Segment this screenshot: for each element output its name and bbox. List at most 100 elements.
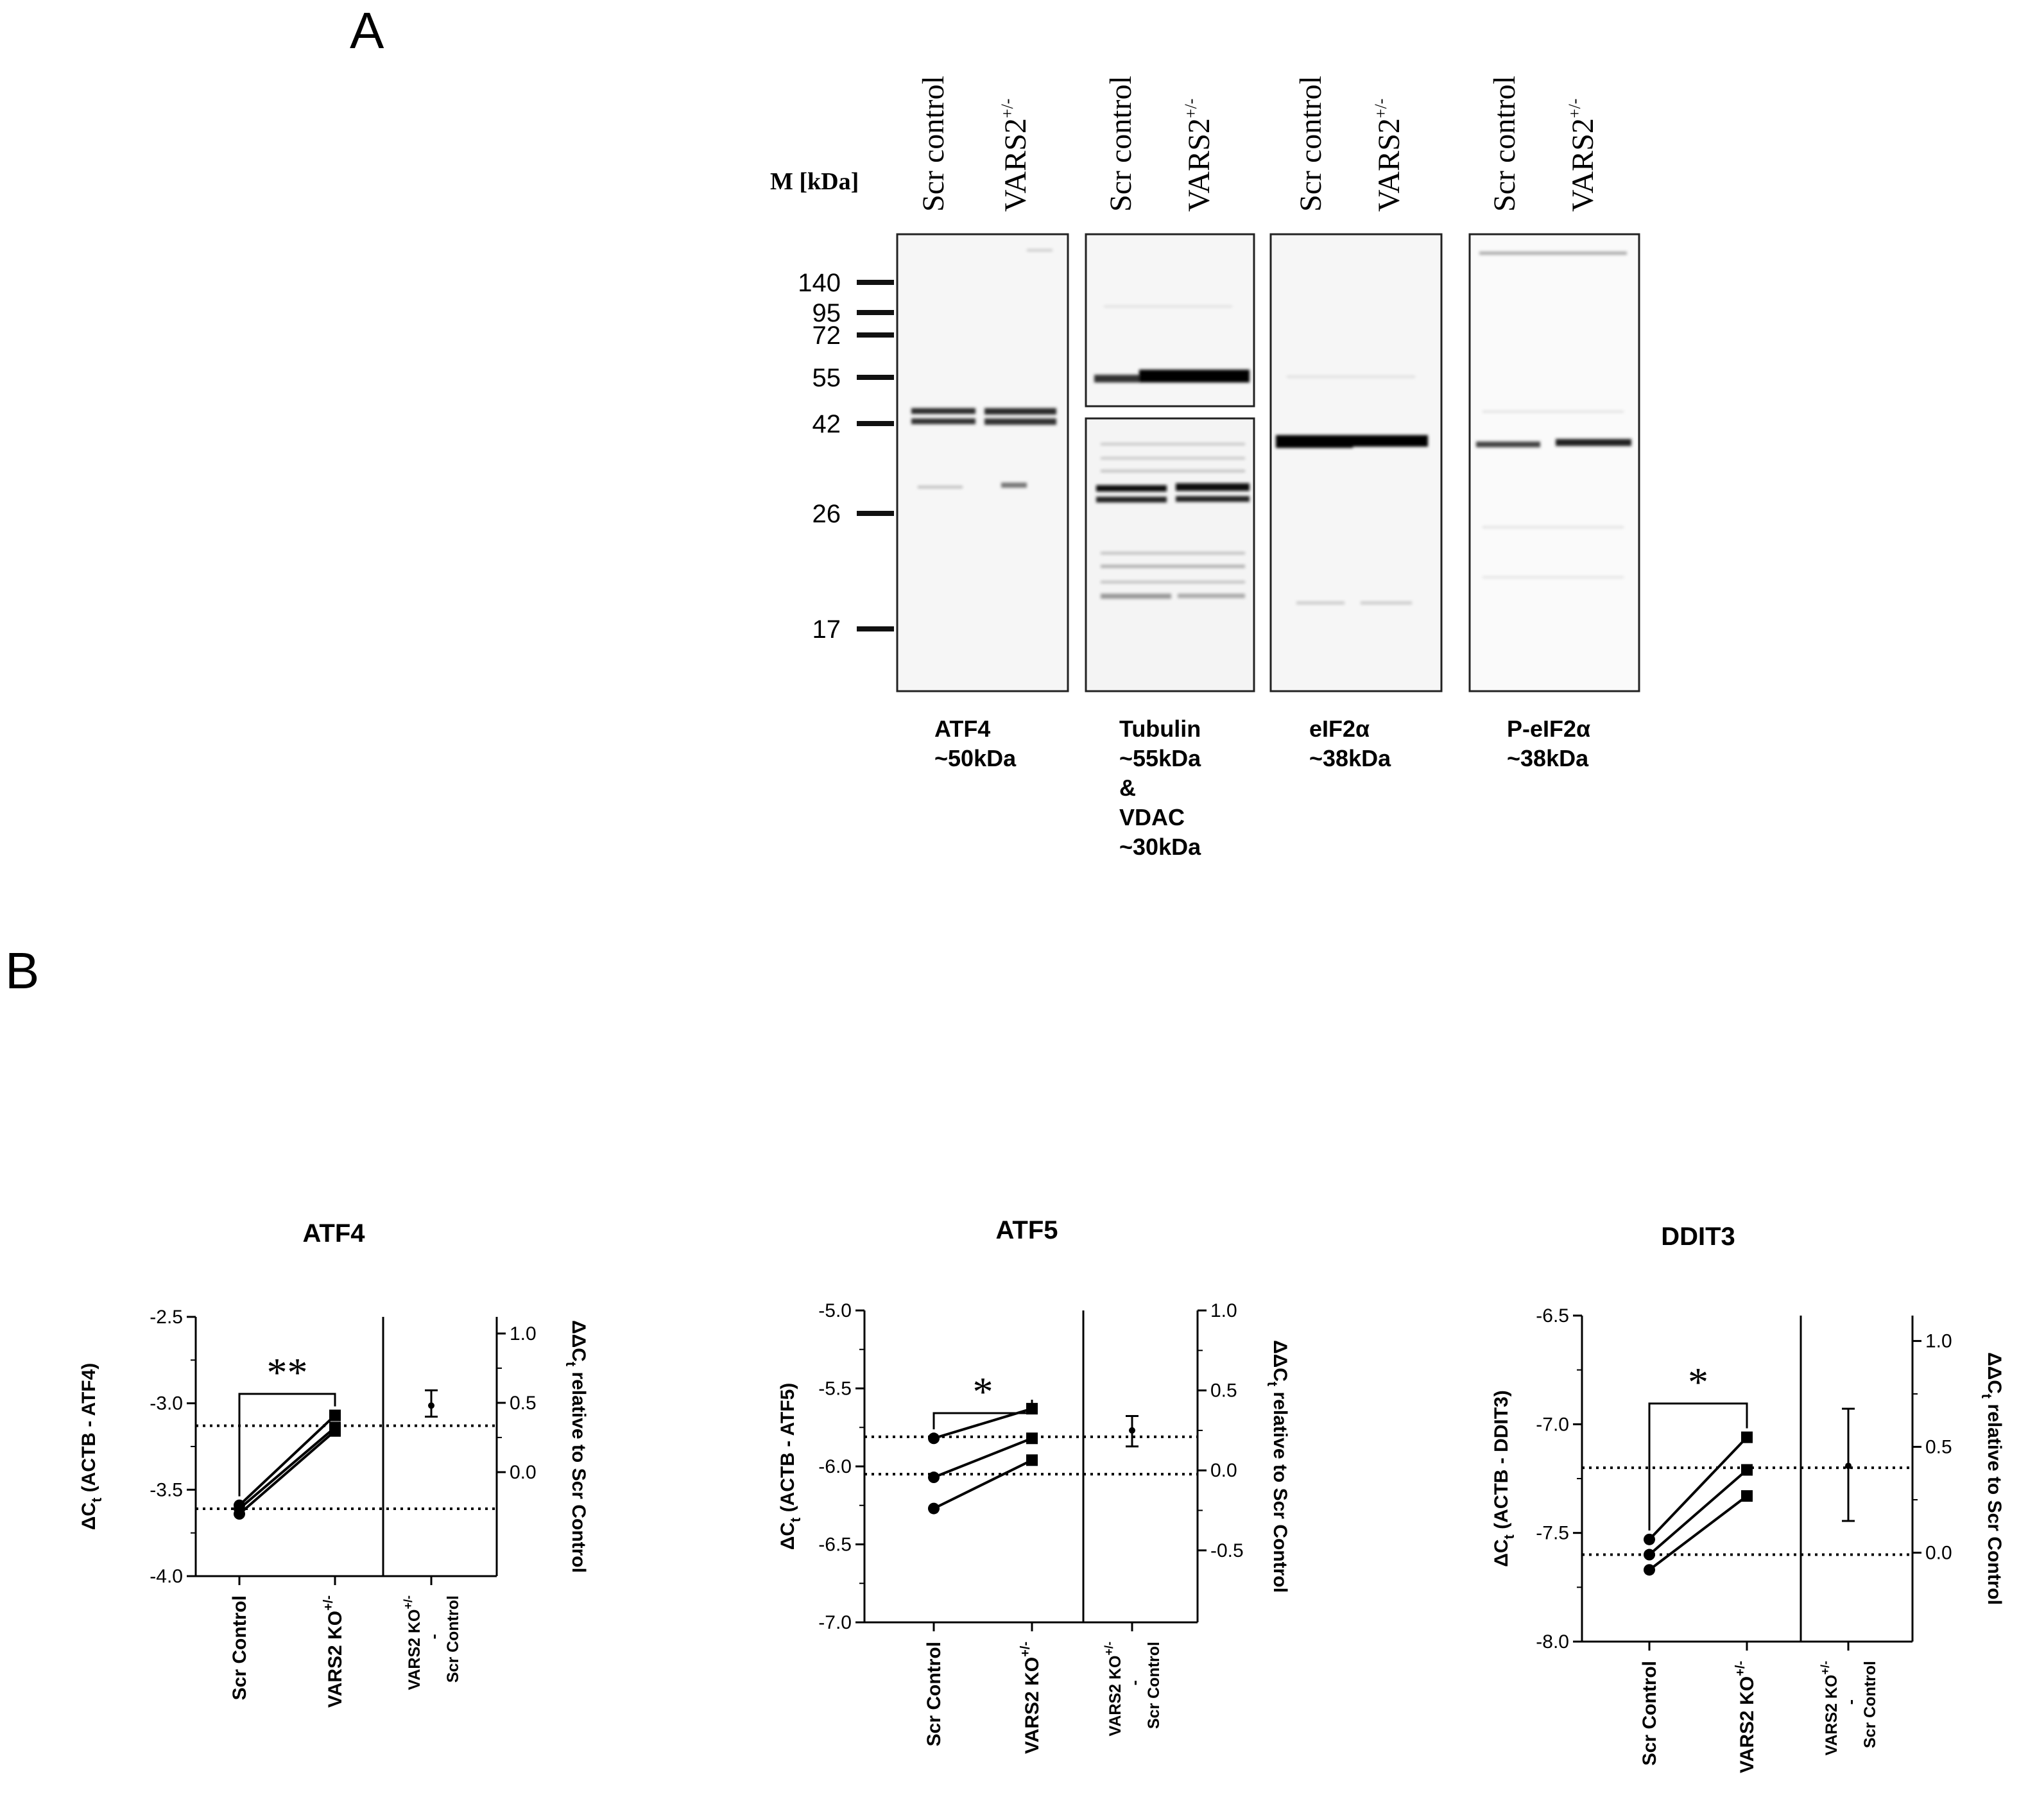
significance-bracket	[932, 1400, 1033, 1430]
point-vars2-ko	[329, 1409, 341, 1421]
svg-text:72: 72	[812, 322, 841, 350]
point-scr-control	[928, 1472, 940, 1484]
right-tick-label: 0.0	[1925, 1542, 1952, 1563]
point-scr-control	[234, 1508, 245, 1520]
significance-bracket	[1648, 1402, 1748, 1531]
category-label-scr-control: Scr Control	[229, 1595, 250, 1700]
panel-b-letter: B	[5, 942, 39, 999]
svg-text:P-eIF2α: P-eIF2α	[1507, 716, 1590, 742]
left-tick-label: -7.0	[818, 1612, 852, 1633]
pair-line	[1648, 1468, 1748, 1556]
marker-band	[857, 421, 894, 426]
category-label-vars2-ko: VARS2 KO+/-	[1018, 1642, 1043, 1754]
left-axis-label: ΔCt (ACTB - ATF5)	[777, 1383, 803, 1550]
blot-tubulin	[1085, 233, 1255, 408]
point-vars2-ko	[1741, 1431, 1753, 1443]
category-label-difference: VARS2 KO+/-- Scr Control	[1103, 1642, 1163, 1736]
marker-72: 72	[812, 322, 894, 350]
left-tick-label: -8.0	[1536, 1631, 1569, 1653]
marker-band	[857, 511, 894, 516]
left-tick-label: -7.0	[1536, 1414, 1569, 1435]
pair-line	[933, 1437, 1033, 1479]
svg-text:VDAC: VDAC	[1119, 804, 1185, 830]
lane-label: Scr control	[1104, 76, 1138, 212]
lane-label: VARS2+/-	[1371, 99, 1406, 212]
category-label-scr-control: Scr Control	[924, 1642, 945, 1746]
left-tick-label: -5.0	[818, 1300, 852, 1321]
left-tick-label: -4.0	[150, 1566, 183, 1587]
blot-label-eif2a: eIF2α ~38kDa	[1309, 716, 1391, 771]
marker-band	[857, 626, 894, 631]
pair-line	[238, 1426, 336, 1510]
lane-label: VARS2+/-	[998, 99, 1033, 212]
lane-label: Scr control	[1294, 76, 1328, 212]
right-tick-label: 0.5	[1925, 1437, 1952, 1458]
svg-text:17: 17	[812, 615, 841, 644]
marker-42: 42	[812, 410, 894, 438]
blot-label-atf4: ATF4 ~50kDa	[934, 716, 1017, 771]
svg-text:VARS2 KO+/-: VARS2 KO+/-	[402, 1595, 424, 1690]
left-tick-label: -7.5	[1536, 1523, 1569, 1544]
blot-label-tubulin-vdac: Tubulin ~55kDa & VDAC ~30kDa	[1119, 716, 1201, 860]
svg-text:Scr Control: Scr Control	[444, 1595, 462, 1683]
svg-text:-: -	[425, 1634, 443, 1639]
category-label-vars2-ko: VARS2 KO+/-	[1733, 1661, 1758, 1773]
pair-line	[933, 1459, 1033, 1510]
point-vars2-ko	[1741, 1490, 1753, 1502]
blot-p-eif2a	[1468, 233, 1640, 692]
blot-atf4	[896, 233, 1069, 692]
right-tick-label: 1.0	[1925, 1331, 1952, 1352]
svg-text:-: -	[1842, 1699, 1860, 1704]
svg-text:55: 55	[812, 364, 841, 392]
marker-55: 55	[812, 364, 894, 392]
lane-label: Scr control	[1488, 76, 1522, 212]
diff-mean-point	[428, 1402, 434, 1409]
right-axis-label: ΔΔCt relative to Scr Control	[563, 1320, 589, 1573]
pair-line	[238, 1430, 336, 1515]
marker-header: M [kDa]	[770, 168, 859, 195]
lane-label: VARS2+/-	[1182, 99, 1216, 212]
marker-26: 26	[812, 500, 894, 528]
point-scr-control	[1644, 1549, 1655, 1561]
chart-ddit3: DDIT3 -6.5 -7.0 -7.5 -8.0 1.0 0.5 0.0 * ΔCt (ACTB…	[1491, 1223, 2005, 1773]
point-scr-control	[1644, 1533, 1655, 1545]
chart-title: ATF5	[995, 1216, 1058, 1244]
svg-text:-: -	[1126, 1680, 1144, 1685]
blot-eif2a	[1269, 233, 1443, 692]
svg-text:~38kDa: ~38kDa	[1309, 745, 1391, 771]
right-tick-label: 1.0	[1210, 1300, 1237, 1321]
significance-label: **	[267, 1350, 308, 1395]
left-axis-label: ΔCt (ACTB - DDIT3)	[1491, 1390, 1517, 1567]
marker-band	[857, 280, 894, 285]
lane-label: VARS2+/-	[1565, 99, 1600, 212]
svg-text:eIF2α: eIF2α	[1309, 716, 1370, 742]
pair-line	[238, 1414, 336, 1507]
point-vars2-ko	[1026, 1454, 1038, 1466]
svg-text:&: &	[1119, 775, 1136, 801]
category-label-difference: VARS2 KO+/-- Scr Control	[1819, 1661, 1879, 1755]
point-scr-control	[1644, 1564, 1655, 1576]
svg-text:Scr Control: Scr Control	[1145, 1642, 1163, 1729]
point-scr-control	[928, 1432, 940, 1445]
svg-text:VARS2 KO+/-: VARS2 KO+/-	[1103, 1642, 1124, 1736]
svg-text:42: 42	[812, 410, 841, 438]
left-tick-label: -3.0	[150, 1393, 183, 1414]
category-label-difference: VARS2 KO+/-- Scr Control	[402, 1595, 462, 1690]
svg-text:~50kDa: ~50kDa	[934, 745, 1017, 771]
svg-text:~30kDa: ~30kDa	[1119, 834, 1201, 860]
svg-text:~38kDa: ~38kDa	[1507, 745, 1589, 771]
right-tick-label: 0.0	[510, 1462, 537, 1483]
chart-atf4: ATF4 -2.5 -3.0 -3.5 -4.0 1.0 0.5 0.0 ** ΔCt (ACTB…	[78, 1219, 589, 1708]
svg-text:Scr Control: Scr Control	[1861, 1661, 1879, 1748]
svg-text:ATF4: ATF4	[934, 716, 990, 742]
diff-mean-point	[1845, 1463, 1852, 1470]
left-tick-label: -2.5	[150, 1307, 183, 1328]
right-tick-label: -0.5	[1210, 1540, 1244, 1561]
right-tick-label: 1.0	[510, 1323, 537, 1344]
marker-140: 140	[798, 269, 894, 297]
significance-label: *	[973, 1369, 993, 1414]
chart-atf5: ATF5 -5.0 -5.5 -6.0 -6.5 -7.0 1.0 0.5 0.0 -0.5 * ΔC…	[777, 1216, 1291, 1754]
right-tick-label: 0.5	[1210, 1380, 1237, 1402]
right-tick-label: 0.5	[510, 1393, 537, 1414]
